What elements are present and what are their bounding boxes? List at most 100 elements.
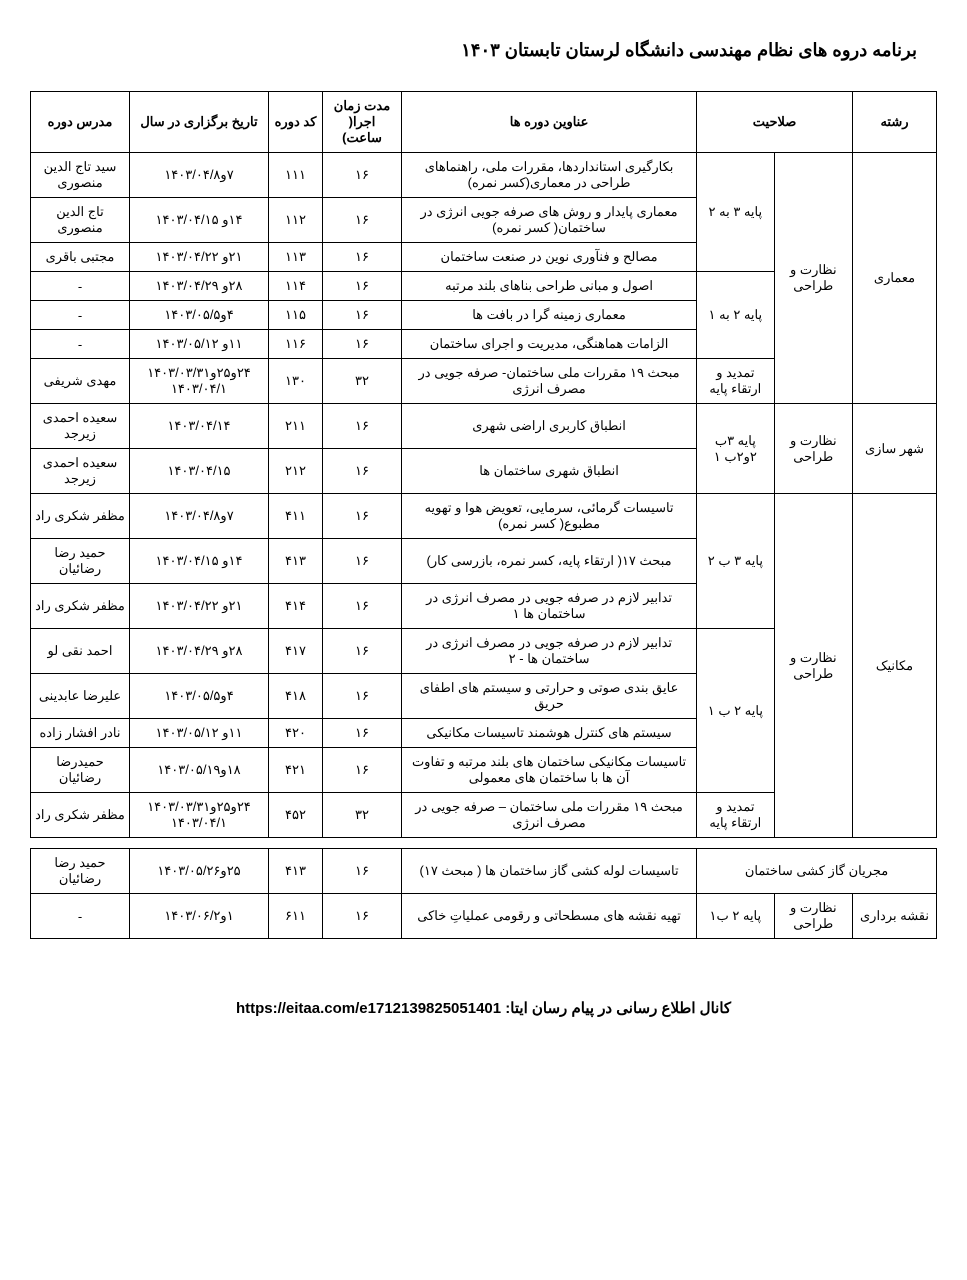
cell-field: مکانیک xyxy=(853,494,937,838)
cell-title: سیستم های کنترل هوشمند تاسیسات مکانیکی xyxy=(402,719,697,748)
cell-duration: ۱۶ xyxy=(323,494,402,539)
cell-instructor: تاج الدین منصوری xyxy=(31,198,130,243)
cell-code: ۴۵۲ xyxy=(269,793,323,838)
cell-title: معماری زمینه گرا در بافت ها xyxy=(402,301,697,330)
cell-title: عایق بندی صوتی و حرارتی و سیستم های اطفا… xyxy=(402,674,697,719)
cell-qualification: پایه ۳ ب ۲ xyxy=(697,494,774,629)
cell-instructor: حمید رضا رضائیان xyxy=(31,539,130,584)
cell-duration: ۱۶ xyxy=(323,748,402,793)
cell-duration: ۱۶ xyxy=(323,272,402,301)
cell-instructor: نادر افشار زاده xyxy=(31,719,130,748)
cell-date: ۱۴و ۱۴۰۳/۰۴/۱۵ xyxy=(130,539,269,584)
cell-qualification: تمدید و ارتقاء پایه xyxy=(697,793,774,838)
cell-instructor: سعیده احمدی زیرجد xyxy=(31,449,130,494)
schedule-table: رشته صلاحیت عناوین دوره ها مدت زمان اجرا… xyxy=(30,91,937,939)
cell-duration: ۱۶ xyxy=(323,539,402,584)
cell-duration: ۱۶ xyxy=(323,153,402,198)
th-duration: مدت زمان اجرا( ساعت) xyxy=(323,92,402,153)
cell-code: ۴۱۷ xyxy=(269,629,323,674)
cell-duration: ۱۶ xyxy=(323,301,402,330)
cell-instructor: مظفر شکری راد xyxy=(31,494,130,539)
cell-duration: ۱۶ xyxy=(323,674,402,719)
cell-title: مصالح و فنآوری نوین در صنعت ساختمان xyxy=(402,243,697,272)
cell-supervision: نظارت و طراحی xyxy=(774,894,852,939)
th-code: کد دوره xyxy=(269,92,323,153)
cell-title: انطباق شهری ساختمان ها xyxy=(402,449,697,494)
cell-code: ۴۱۳ xyxy=(269,849,323,894)
cell-qualification: پایه ۳ب ۲و۲ب ۱ xyxy=(697,404,774,494)
cell-date: ۷و۱۴۰۳/۰۴/۸ xyxy=(130,494,269,539)
cell-code: ۶۱۱ xyxy=(269,894,323,939)
cell-instructor: مجتبی باقری xyxy=(31,243,130,272)
th-course-title: عناوین دوره ها xyxy=(402,92,697,153)
cell-code: ۱۳۰ xyxy=(269,359,323,404)
cell-instructor: سید تاج الدین منصوری xyxy=(31,153,130,198)
cell-title: تاسیسات گرمائی، سرمایی، تعویض هوا و تهوی… xyxy=(402,494,697,539)
cell-date: ۱۴و ۱۴۰۳/۰۴/۱۵ xyxy=(130,198,269,243)
cell-title: تاسیسات لوله کشی گاز ساختمان ها ( مبحث ۱… xyxy=(402,849,697,894)
cell-title: الزامات هماهنگی، مدیریت و اجرای ساختمان xyxy=(402,330,697,359)
cell-qualification: تمدید و ارتقاء پایه xyxy=(697,359,774,404)
footer-label: کانال اطلاع رسانی در پیام رسان ایتا: xyxy=(505,1000,731,1017)
cell-date: ۱۱و ۱۴۰۳/۰۵/۱۲ xyxy=(130,330,269,359)
cell-title: تدابیر لازم در صرفه جویی در مصرف انرژی د… xyxy=(402,629,697,674)
cell-date: ۱۴۰۳/۰۴/۱۴ xyxy=(130,404,269,449)
th-qualification: صلاحیت xyxy=(697,92,853,153)
cell-duration: ۳۲ xyxy=(323,359,402,404)
cell-duration: ۱۶ xyxy=(323,719,402,748)
cell-instructor: سعیده احمدی زیرجد xyxy=(31,404,130,449)
cell-date: ۲۵و۱۴۰۳/۰۵/۲۶ xyxy=(130,849,269,894)
cell-code: ۴۱۳ xyxy=(269,539,323,584)
cell-code: ۱۱۱ xyxy=(269,153,323,198)
footer-url: https://eitaa.com/e1712139825051401 xyxy=(236,1000,501,1017)
cell-field: مجریان گاز کشی ساختمان xyxy=(697,849,937,894)
cell-title: بکارگیری استانداردها، مقررات ملی، راهنما… xyxy=(402,153,697,198)
cell-date: ۲۸و ۱۴۰۳/۰۴/۲۹ xyxy=(130,629,269,674)
cell-title: اصول و مبانی طراحی بناهای بلند مرتبه xyxy=(402,272,697,301)
cell-date: ۲۱و ۱۴۰۳/۰۴/۲۲ xyxy=(130,584,269,629)
cell-qualification: پایه ۳ به ۲ xyxy=(697,153,774,272)
cell-supervision: نظارت و طراحی xyxy=(774,494,852,838)
cell-date: ۲۴و۲۵و۱۴۰۳/۰۳/۳۱ ۱۴۰۳/۰۴/۱ xyxy=(130,793,269,838)
cell-title: معماری پایدار و روش های صرفه جویی انرژی … xyxy=(402,198,697,243)
cell-instructor: مهدی شریفی xyxy=(31,359,130,404)
cell-instructor: علیرضا عابدینی xyxy=(31,674,130,719)
table-row: نقشه بردارینظارت و طراحیپایه ۲ ب۱تهیه نق… xyxy=(31,894,937,939)
cell-date: ۲۴و۲۵و۱۴۰۳/۰۳/۳۱ ۱۴۰۳/۰۴/۱ xyxy=(130,359,269,404)
cell-instructor: - xyxy=(31,272,130,301)
cell-title: مبحث ۱۹ مقررات ملی ساختمان – صرفه جویی د… xyxy=(402,793,697,838)
header-row: رشته صلاحیت عناوین دوره ها مدت زمان اجرا… xyxy=(31,92,937,153)
cell-instructor: مظفر شکری راد xyxy=(31,584,130,629)
cell-instructor: - xyxy=(31,330,130,359)
cell-code: ۱۱۳ xyxy=(269,243,323,272)
cell-duration: ۱۶ xyxy=(323,330,402,359)
footer-note: کانال اطلاع رسانی در پیام رسان ایتا: htt… xyxy=(30,999,937,1017)
cell-title: تاسیسات مکانیکی ساختمان های بلند مرتبه و… xyxy=(402,748,697,793)
cell-title: انطباق کاربری اراضی شهری xyxy=(402,404,697,449)
cell-date: ۲۱و ۱۴۰۳/۰۴/۲۲ xyxy=(130,243,269,272)
cell-date: ۲۸و ۱۴۰۳/۰۴/۲۹ xyxy=(130,272,269,301)
cell-code: ۴۱۱ xyxy=(269,494,323,539)
cell-instructor: حمیدرضا رضائیان xyxy=(31,748,130,793)
cell-date: ۱۸و۱۴۰۳/۰۵/۱۹ xyxy=(130,748,269,793)
cell-title: تدابیر لازم در صرفه جویی در مصرف انرژی د… xyxy=(402,584,697,629)
cell-instructor: احمد نقی لو xyxy=(31,629,130,674)
cell-instructor: - xyxy=(31,894,130,939)
table-row: مجریان گاز کشی ساختمانتاسیسات لوله کشی گ… xyxy=(31,849,937,894)
cell-duration: ۱۶ xyxy=(323,629,402,674)
cell-field: نقشه برداری xyxy=(853,894,937,939)
cell-code: ۲۱۱ xyxy=(269,404,323,449)
cell-code: ۴۲۰ xyxy=(269,719,323,748)
cell-duration: ۱۶ xyxy=(323,198,402,243)
cell-field: معماری xyxy=(853,153,937,404)
cell-duration: ۱۶ xyxy=(323,243,402,272)
page-title: برنامه دروه های نظام مهندسی دانشگاه لرست… xyxy=(30,40,917,61)
cell-code: ۴۲۱ xyxy=(269,748,323,793)
cell-code: ۴۱۴ xyxy=(269,584,323,629)
cell-code: ۱۱۴ xyxy=(269,272,323,301)
cell-supervision: نظارت و طراحی xyxy=(774,404,852,494)
cell-qualification: پایه ۲ ب ۱ xyxy=(697,629,774,793)
th-instructor: مدرس دوره xyxy=(31,92,130,153)
cell-duration: ۱۶ xyxy=(323,404,402,449)
cell-code: ۱۱۵ xyxy=(269,301,323,330)
